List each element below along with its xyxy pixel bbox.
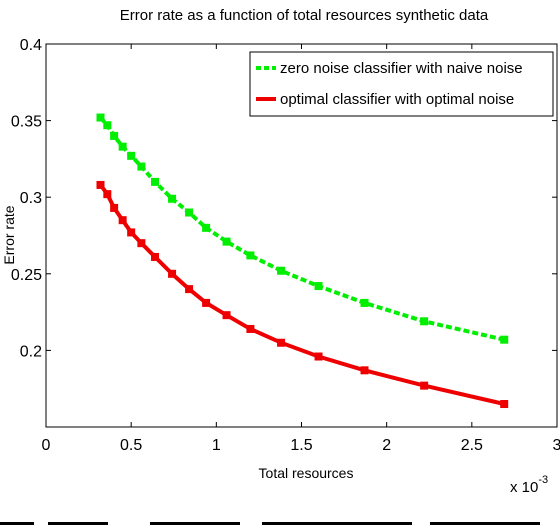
caption-fragment [48, 522, 108, 525]
x-tick-label: 2 [382, 437, 391, 454]
x-tick-label: 1 [212, 437, 221, 454]
series-1-point [500, 400, 509, 409]
series-1-point [246, 324, 255, 333]
series-0-point [96, 113, 105, 122]
cropped-caption [0, 508, 560, 530]
series-0-point [500, 335, 509, 344]
series-group [96, 113, 509, 409]
series-0-point [420, 317, 429, 326]
series-1-point [103, 190, 112, 199]
series-1-point [137, 239, 146, 248]
x-multiplier-exponent: -3 [538, 474, 548, 486]
caption-fragment [150, 522, 240, 525]
series-1-point [127, 228, 136, 237]
caption-fragment [430, 522, 540, 525]
x-tick-label: 2.5 [461, 437, 483, 454]
series-0-point [110, 131, 119, 140]
y-tick-label: 0.25 [11, 267, 42, 284]
chart: Error rate as a function of total resour… [1, 7, 560, 496]
legend-box [249, 51, 554, 117]
x-tick-label: 0 [42, 437, 51, 454]
axis-ticks: 0 0.5 1 1.5 2 2.5 3 0.2 0.25 0.3 0.35 0.4 [11, 37, 560, 454]
caption-fragment [262, 522, 412, 525]
series-0-point [127, 151, 136, 160]
legend: zero noise classifier with naive noise o… [249, 51, 554, 117]
chart-title: Error rate as a function of total resour… [120, 7, 489, 24]
series-1-point [314, 352, 323, 361]
series-0-point [151, 177, 160, 186]
x-tick-label: 3 [553, 437, 560, 454]
series-1-point [420, 381, 429, 390]
y-tick-label: 0.2 [20, 343, 42, 360]
series-0-point [277, 266, 286, 275]
series-0-point [137, 162, 146, 171]
series-1-point [185, 285, 194, 294]
legend-label-zero-noise: zero noise classifier with naive noise [280, 60, 523, 77]
series-1-point [222, 311, 231, 320]
x-multiplier-base: x 10 [510, 479, 538, 496]
x-tick-label: 1.5 [290, 437, 312, 454]
series-0-point [222, 237, 231, 246]
series-0-point [168, 194, 177, 203]
y-axis-label: Error rate [1, 205, 17, 264]
y-tick-label: 0.4 [20, 37, 42, 54]
x-multiplier: x 10-3 [510, 474, 548, 496]
series-1-point [277, 338, 286, 347]
y-tick-label: 0.3 [20, 190, 42, 207]
caption-fragment [0, 522, 34, 525]
series-0-point [360, 298, 369, 307]
series-0-point [202, 223, 211, 232]
x-axis-label: Total resources [259, 465, 354, 481]
series-0-point [246, 251, 255, 260]
series-1-point [151, 252, 160, 261]
series-0-point [118, 142, 127, 151]
series-1-point [96, 180, 105, 189]
series-1-point [118, 216, 127, 225]
series-1-point [110, 203, 119, 212]
y-tick-label: 0.35 [11, 114, 42, 131]
series-1-point [360, 366, 369, 375]
series-1-point [202, 298, 211, 307]
series-0-point [314, 282, 323, 291]
legend-label-optimal: optimal classifier with optimal noise [280, 91, 514, 108]
series-0-point [103, 121, 112, 130]
x-tick-label: 0.5 [120, 437, 142, 454]
series-1-point [168, 269, 177, 278]
series-0-point [185, 208, 194, 217]
